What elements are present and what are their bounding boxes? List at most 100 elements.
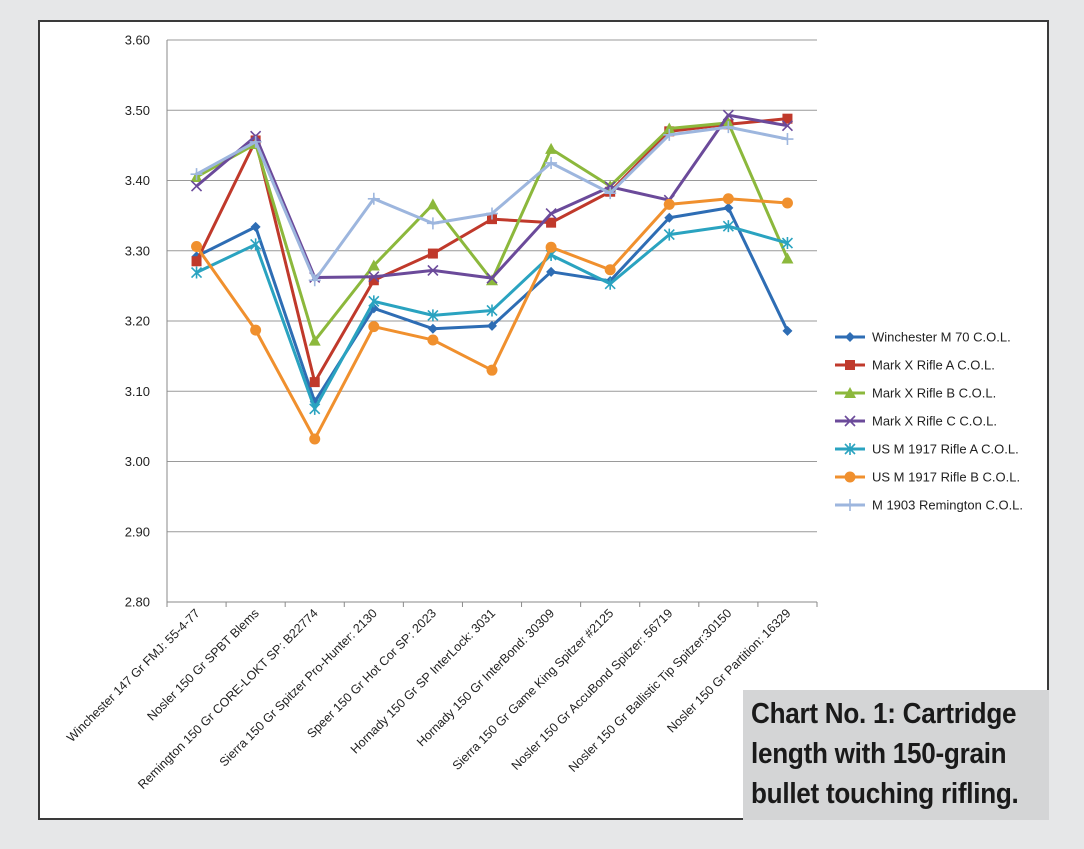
legend-item-4: Mark X Rifle C C.O.L. — [835, 414, 997, 429]
y-tick-label: 3.20 — [125, 314, 150, 329]
data-point-square — [427, 248, 438, 259]
legend-label: US M 1917 Rifle A C.O.L. — [872, 442, 1019, 457]
caption-line-2: length with 150-grain — [751, 738, 1007, 770]
data-point-square — [845, 360, 855, 370]
data-point-asterisk — [844, 443, 856, 455]
data-point-asterisk — [368, 295, 380, 308]
data-point-diamond — [723, 202, 734, 213]
data-point-circle — [781, 197, 793, 209]
data-point-x — [368, 271, 380, 283]
data-point-diamond — [487, 320, 497, 331]
chart-frame: 2.80 2.90 3.00 3.10 3.20 3.30 3.40 3.50 3.60 Win… — [38, 20, 1049, 820]
data-point-circle — [844, 471, 856, 483]
data-point-asterisk — [722, 220, 734, 233]
data-point-plus — [367, 192, 380, 205]
data-point-x — [427, 264, 439, 276]
data-point-triangle — [426, 198, 439, 210]
data-point-triangle — [844, 387, 856, 398]
data-point-circle — [486, 364, 498, 376]
data-point-triangle — [367, 259, 380, 271]
data-point-plus — [308, 274, 321, 287]
legend-label: Winchester M 70 C.O.L. — [872, 330, 1011, 345]
data-point-asterisk — [604, 277, 616, 290]
legend-label: Mark X Rifle A C.O.L. — [872, 358, 995, 373]
data-point-plus — [844, 499, 856, 511]
data-point-circle — [368, 321, 380, 333]
data-point-circle — [427, 334, 439, 346]
series-5 — [190, 220, 794, 415]
data-point-plus — [781, 133, 794, 146]
axes — [166, 40, 818, 607]
y-tick-label: 2.80 — [125, 595, 150, 610]
data-point-plus — [190, 168, 203, 181]
series-7 — [190, 121, 794, 287]
data-point-x — [545, 207, 557, 220]
legend-label: Mark X Rifle B C.O.L. — [872, 386, 996, 401]
legend-label: US M 1917 Rifle B C.O.L. — [872, 470, 1020, 485]
y-tick-label: 3.30 — [125, 243, 150, 258]
y-tick-label: 3.10 — [125, 384, 150, 399]
data-point-circle — [545, 241, 557, 253]
data-point-square — [546, 217, 557, 228]
data-point-triangle — [781, 252, 794, 264]
data-point-asterisk — [250, 238, 262, 251]
data-point-asterisk — [190, 266, 203, 279]
data-point-circle — [250, 324, 262, 336]
legend-item-6: US M 1917 Rifle B C.O.L. — [835, 470, 1020, 485]
caption-line-3: bullet touching rifling. — [751, 778, 1019, 810]
series-lines — [190, 109, 794, 445]
data-point-plus — [249, 135, 262, 148]
data-point-diamond — [782, 325, 793, 336]
data-point-asterisk — [781, 237, 794, 250]
legend-item-7: M 1903 Remington C.O.L. — [835, 498, 1023, 513]
data-point-plus — [545, 156, 558, 169]
y-tick-label: 2.90 — [125, 524, 150, 539]
data-point-plus — [426, 217, 439, 230]
data-point-square — [782, 113, 793, 124]
data-point-diamond — [250, 221, 261, 232]
data-point-circle — [663, 198, 675, 210]
data-point-plus — [486, 207, 498, 220]
data-point-diamond — [664, 212, 675, 223]
data-point-circle — [722, 193, 734, 205]
data-point-asterisk — [486, 304, 498, 317]
data-point-diamond — [845, 332, 855, 342]
legend: Winchester M 70 C.O.L. Mark X Rifle A C.O… — [835, 330, 1023, 513]
data-point-plus — [722, 121, 735, 134]
legend-item-3: Mark X Rifle B C.O.L. — [835, 386, 996, 401]
data-point-circle — [309, 433, 321, 445]
legend-item-2: Mark X Rifle A C.O.L. — [835, 358, 995, 373]
data-point-x — [844, 415, 856, 427]
data-point-square — [309, 377, 320, 388]
y-tick-label: 3.40 — [125, 173, 150, 188]
y-tick-labels: 2.80 2.90 3.00 3.10 3.20 3.30 3.40 3.50 3.60 — [125, 33, 150, 610]
chart-caption: Chart No. 1: Cartridge length with 150-g… — [743, 690, 1049, 820]
line-chart: 2.80 2.90 3.00 3.10 3.20 3.30 3.40 3.50 3.60 Win… — [64, 33, 1023, 792]
data-point-diamond — [546, 266, 557, 277]
data-point-x — [486, 272, 498, 284]
data-point-circle — [604, 264, 616, 276]
data-point-square — [368, 275, 379, 286]
data-point-plus — [604, 187, 617, 200]
legend-label: Mark X Rifle C C.O.L. — [872, 414, 997, 429]
y-tick-label: 3.00 — [125, 454, 150, 469]
data-point-x — [781, 120, 794, 132]
data-point-asterisk — [663, 228, 675, 241]
x-tick-label: Speer 150 Gr Hot Cor SP: 2023 — [304, 606, 439, 741]
data-point-x — [190, 180, 203, 192]
x-tick-label: Nosler 150 Gr SPBT Blems — [144, 606, 261, 723]
data-point-triangle — [663, 122, 676, 134]
y-tick-label: 3.60 — [125, 33, 150, 48]
data-point-triangle — [545, 142, 558, 154]
data-point-asterisk — [309, 402, 321, 415]
legend-item-1: Winchester M 70 C.O.L. — [835, 330, 1011, 345]
series-line — [195, 113, 788, 280]
legend-item-5: US M 1917 Rifle A C.O.L. — [835, 442, 1019, 457]
data-point-diamond — [427, 323, 438, 334]
gridlines — [167, 39, 817, 533]
data-point-x — [722, 109, 734, 121]
data-point-plus — [663, 128, 676, 141]
data-point-triangle — [308, 334, 321, 346]
data-point-square — [191, 256, 202, 267]
